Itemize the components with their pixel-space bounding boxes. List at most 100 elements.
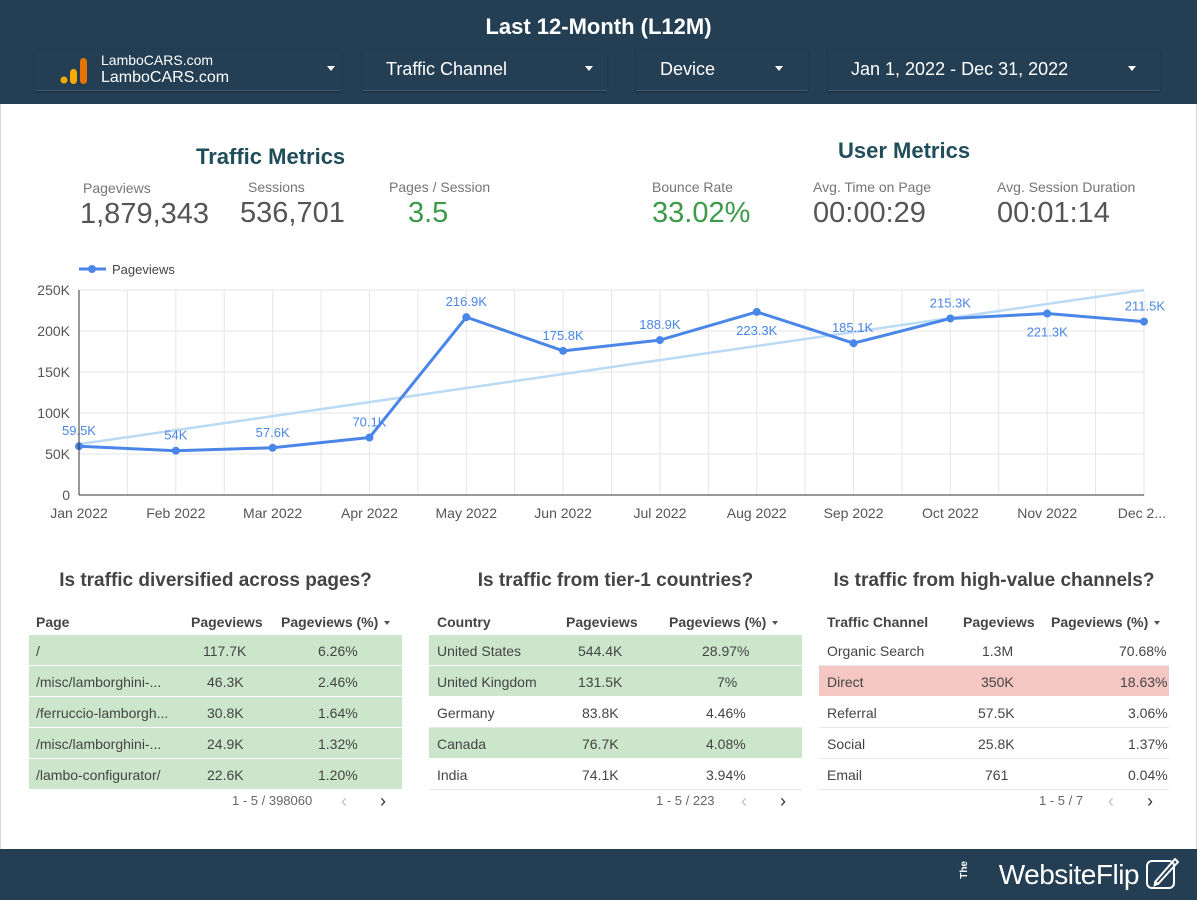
cell-pageviews-pct: 4.08% bbox=[706, 736, 746, 752]
pageviews-value: 1,879,343 bbox=[80, 198, 210, 230]
table-row[interactable]: Social 25.8K 1.37% bbox=[819, 728, 1169, 759]
cell-country: United States bbox=[437, 643, 522, 659]
table-row[interactable]: / 117.7K 6.26% bbox=[29, 635, 402, 666]
data-point[interactable] bbox=[946, 314, 955, 323]
channels-pagination-label: 1 - 5 / 7 bbox=[1039, 793, 1084, 808]
cell-country: Germany bbox=[437, 705, 495, 721]
pen-logo-icon bbox=[1146, 858, 1179, 889]
table-row[interactable]: Canada 76.7K 4.08% bbox=[429, 728, 802, 759]
pages-question: Is traffic diversified across pages? bbox=[59, 570, 372, 591]
cell-pageviews-pct: 4.46% bbox=[706, 705, 746, 721]
traffic-channel-filter[interactable]: Traffic Channel bbox=[362, 49, 607, 91]
data-point[interactable] bbox=[752, 307, 761, 316]
data-point[interactable] bbox=[462, 313, 471, 322]
cell-pageviews-pct: 1.64% bbox=[318, 705, 358, 721]
data-point[interactable] bbox=[1043, 309, 1052, 318]
y-tick-label: 150K bbox=[37, 364, 70, 380]
table-row[interactable]: India 74.1K 3.94% bbox=[429, 759, 802, 790]
cell-pageviews: 57.5K bbox=[978, 705, 1015, 721]
chevron-left-icon[interactable]: ‹ bbox=[741, 791, 747, 811]
chevron-right-icon[interactable]: › bbox=[380, 791, 386, 811]
cell-traffic-channel: Social bbox=[827, 736, 866, 752]
brand-name: WebsiteFlip bbox=[998, 859, 1140, 890]
y-tick-label: 250K bbox=[37, 282, 70, 298]
column-header-pageviews-pct[interactable]: Pageviews (%) bbox=[1051, 614, 1161, 630]
table-row[interactable]: /ferruccio-lamborgh... 30.8K 1.64% bbox=[29, 697, 402, 728]
sessions-value: 536,701 bbox=[240, 197, 345, 229]
column-header-pageviews[interactable]: Pageviews bbox=[191, 614, 263, 630]
account-selector[interactable]: LamboCARS.com LamboCARS.com bbox=[35, 49, 341, 91]
cell-pageviews: 1.3M bbox=[982, 643, 1014, 659]
chevron-left-icon[interactable]: ‹ bbox=[1108, 791, 1114, 811]
table-header: Traffic Channel Pageviews Pageviews (%) bbox=[819, 605, 1169, 635]
data-point[interactable] bbox=[849, 339, 858, 348]
chevron-left-icon[interactable]: ‹ bbox=[341, 791, 347, 811]
channels-question: Is traffic from high-value channels? bbox=[833, 570, 1155, 591]
cell-pageviews-pct: 3.06% bbox=[1128, 705, 1168, 721]
cell-pageviews: 83.8K bbox=[582, 705, 619, 721]
y-tick-label: 100K bbox=[37, 405, 70, 421]
trend-line bbox=[78, 288, 1145, 446]
table-row[interactable]: United Kingdom 131.5K 7% bbox=[429, 666, 802, 697]
countries-question: Is traffic from tier-1 countries? bbox=[477, 570, 754, 591]
column-header-pageviews[interactable]: Pageviews bbox=[566, 614, 638, 630]
avg-time-on-page-value: 00:00:29 bbox=[813, 197, 926, 229]
column-header-pageviews-pct[interactable]: Pageviews (%) bbox=[669, 614, 779, 630]
date-range-picker[interactable]: Jan 1, 2022 - Dec 31, 2022 bbox=[828, 49, 1160, 91]
cell-traffic-channel: Email bbox=[827, 767, 863, 783]
caret-down-icon bbox=[1128, 66, 1136, 71]
column-header-pageviews[interactable]: Pageviews bbox=[963, 614, 1035, 630]
column-header-pageviews-pct[interactable]: Pageviews (%) bbox=[281, 614, 391, 630]
column-header-traffic-channel[interactable]: Traffic Channel bbox=[827, 614, 929, 630]
cell-pageviews-pct: 28.97% bbox=[702, 643, 750, 659]
cell-traffic-channel: Referral bbox=[827, 705, 877, 721]
countries-pagination-label: 1 - 5 / 223 bbox=[656, 793, 715, 808]
table-row[interactable]: /misc/lamborghini-... 24.9K 1.32% bbox=[29, 728, 402, 759]
data-point[interactable] bbox=[559, 346, 568, 355]
table-row[interactable]: United States 544.4K 28.97% bbox=[429, 635, 802, 666]
footer: The WebsiteFlip bbox=[0, 849, 1197, 900]
table-row[interactable]: /lambo-configurator/22.6K 1.20% bbox=[29, 759, 402, 790]
chevron-right-icon[interactable]: › bbox=[1147, 791, 1153, 811]
data-point[interactable] bbox=[268, 443, 277, 452]
cell-pageviews: 24.9K bbox=[207, 736, 244, 752]
table-header: Country Pageviews Pageviews (%) bbox=[429, 605, 802, 635]
x-tick-label: Jun 2022 bbox=[534, 505, 592, 521]
cell-pageviews-pct: 1.37% bbox=[1128, 736, 1168, 752]
account-name: LamboCARS.com bbox=[101, 52, 214, 68]
table-row[interactable]: Email 761 0.04% bbox=[819, 759, 1169, 790]
cell-pageviews-pct: 0.04% bbox=[1128, 767, 1168, 783]
x-tick-label: Nov 2022 bbox=[1017, 505, 1077, 521]
chevron-right-icon[interactable]: › bbox=[780, 791, 786, 811]
data-label: 223.3K bbox=[736, 323, 778, 338]
x-tick-label: Apr 2022 bbox=[341, 505, 398, 521]
x-tick-label: May 2022 bbox=[436, 505, 498, 521]
data-point[interactable] bbox=[171, 446, 180, 455]
table-row[interactable]: /misc/lamborghini-... 46.3K 2.46% bbox=[29, 666, 402, 697]
analytics-bars-icon bbox=[60, 58, 87, 84]
data-point[interactable] bbox=[655, 336, 664, 345]
cell-pageviews: 350K bbox=[981, 674, 1014, 690]
traffic-metrics-title: Traffic Metrics bbox=[196, 144, 346, 169]
data-point[interactable] bbox=[1140, 317, 1148, 326]
sessions-label: Sessions bbox=[248, 179, 305, 195]
cell-pageviews: 25.8K bbox=[978, 736, 1015, 752]
column-header-page[interactable]: Page bbox=[36, 614, 70, 630]
cell-country: India bbox=[437, 767, 468, 783]
table-row[interactable]: Direct 350K 18.63% bbox=[819, 666, 1169, 697]
cell-page: /lambo-configurator/ bbox=[36, 767, 161, 783]
table-row[interactable]: Germany 83.8K 4.46% bbox=[429, 697, 802, 728]
pageviews-label: Pageviews bbox=[83, 180, 151, 196]
column-header-country[interactable]: Country bbox=[437, 614, 491, 630]
filter-label: Traffic Channel bbox=[386, 59, 508, 79]
legend-dot-icon bbox=[88, 265, 96, 273]
table-row[interactable]: Organic Search 1.3M 70.68% bbox=[819, 635, 1169, 666]
table-row[interactable]: Referral 57.5K 3.06% bbox=[819, 697, 1169, 728]
avg-time-on-page-label: Avg. Time on Page bbox=[813, 179, 932, 195]
cell-page: / bbox=[36, 643, 40, 659]
series-line-pageviews bbox=[78, 310, 1145, 453]
cell-page: /misc/lamborghini-... bbox=[36, 736, 162, 752]
data-point[interactable] bbox=[365, 433, 374, 442]
device-filter[interactable]: Device bbox=[636, 49, 808, 91]
